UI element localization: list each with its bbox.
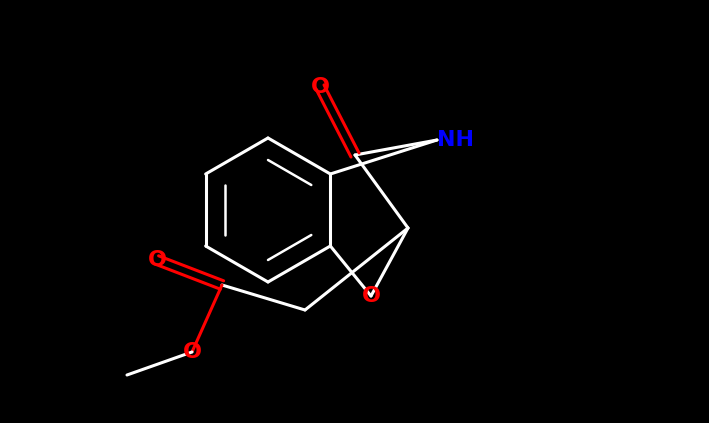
- Text: O: O: [182, 342, 201, 362]
- Text: NH: NH: [437, 130, 474, 150]
- Text: O: O: [311, 77, 330, 97]
- Text: O: O: [362, 286, 381, 306]
- Text: O: O: [147, 250, 167, 270]
